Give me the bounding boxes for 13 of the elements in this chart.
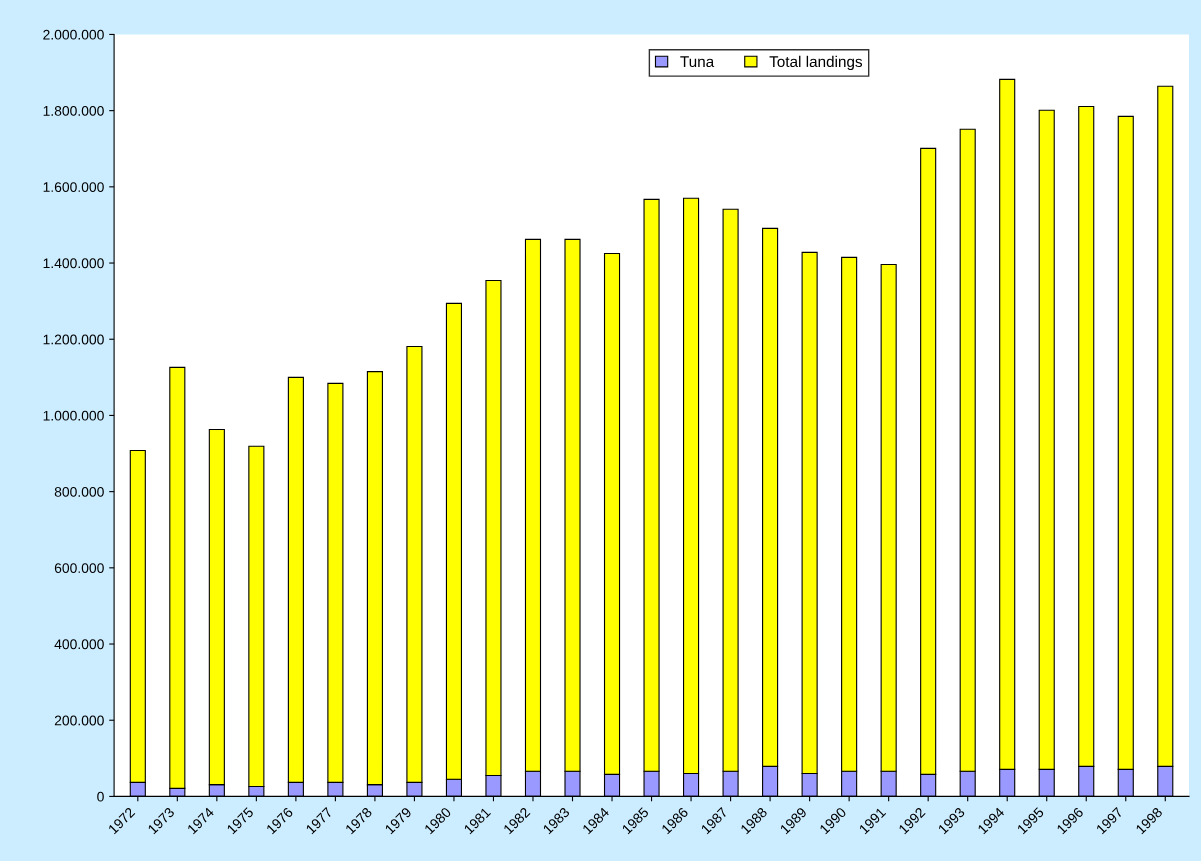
y-tick-label: 1.800.000 — [43, 105, 104, 116]
y-tick-label: 2.000.000 — [43, 29, 104, 40]
y-tick-label: 1.400.000 — [43, 258, 104, 269]
y-tick-label: 600.000 — [54, 563, 104, 573]
legend-label: Total landings — [769, 55, 863, 71]
legend-label: Tuna — [680, 56, 715, 68]
y-tick-label: 1.000.000 — [43, 410, 104, 421]
y-tick-label: 0 — [97, 791, 104, 802]
y-tick-label: 400.000 — [54, 639, 104, 650]
y-tick-label: 1.600.000 — [43, 182, 104, 193]
y-tick-label: 800.000 — [54, 486, 104, 497]
y-tick-label: 1.200.000 — [43, 334, 104, 345]
y-tick-label: 200.000 — [54, 715, 104, 726]
